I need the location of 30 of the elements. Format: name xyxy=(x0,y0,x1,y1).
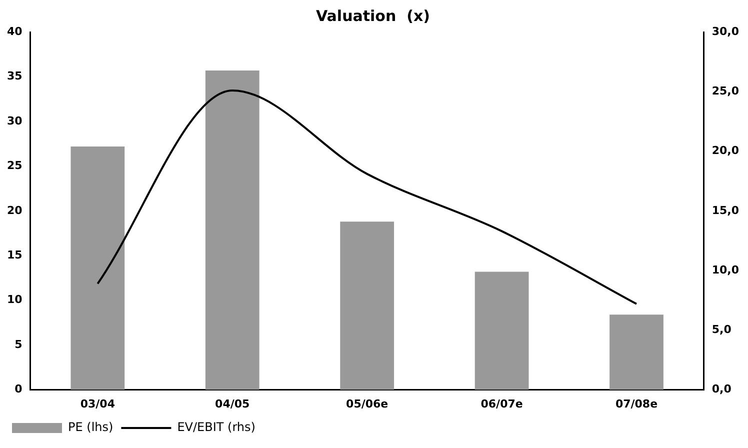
y-tick-label: 15 xyxy=(6,248,22,262)
y-tick-label: 5 xyxy=(14,338,22,351)
y-tick-label: 35 xyxy=(6,70,22,83)
x-tick-label: 04/05 xyxy=(215,397,250,410)
legend-label: PE (lhs) xyxy=(68,420,114,434)
y-tick-label: 10 xyxy=(6,293,23,306)
bar xyxy=(70,146,125,390)
x-tick-label: 05/06e xyxy=(346,397,388,410)
y-tick-label: 25 xyxy=(6,159,22,172)
y2-tick-label: 5,0 xyxy=(712,323,732,336)
y2-tick-label: 20,0 xyxy=(712,144,740,158)
x-tick-label: 07/08e xyxy=(615,397,658,410)
y2-tick-label: 25,0 xyxy=(712,84,740,98)
x-tick-label: 06/07e xyxy=(480,397,523,410)
y-tick-label: 40 xyxy=(6,24,23,38)
chart-title: Valuation (x) xyxy=(316,6,430,25)
legend-label: EV/EBIT (rhs) xyxy=(177,420,256,434)
y2-tick-label: 10,0 xyxy=(712,263,740,276)
bar xyxy=(610,314,664,390)
y2-tick-label: 15,0 xyxy=(712,204,740,217)
bar xyxy=(205,70,260,390)
x-tick-label: 03/04 xyxy=(80,397,116,410)
y2-tick-label: 30,0 xyxy=(712,24,740,38)
y-tick-label: 0 xyxy=(14,382,23,396)
bar xyxy=(474,272,529,390)
bar xyxy=(340,222,394,390)
y-tick-label: 30 xyxy=(6,114,23,128)
y2-tick-label: 0,0 xyxy=(712,382,732,396)
line-series xyxy=(96,89,638,305)
y-tick-label: 20 xyxy=(6,204,23,217)
